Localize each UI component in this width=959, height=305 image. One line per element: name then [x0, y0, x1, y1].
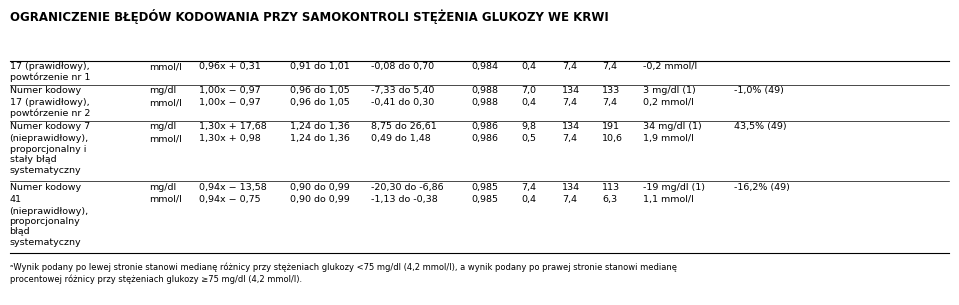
- Text: -16,2% (49): -16,2% (49): [734, 182, 789, 192]
- Text: 7,4: 7,4: [562, 99, 577, 107]
- Text: 1,9 mmol/l: 1,9 mmol/l: [643, 135, 693, 143]
- Text: 34 mg/dl (1): 34 mg/dl (1): [643, 123, 701, 131]
- Text: 43,5% (49): 43,5% (49): [734, 123, 786, 131]
- Text: 7,4: 7,4: [562, 63, 577, 71]
- Text: 0,4: 0,4: [522, 195, 537, 203]
- Text: 10,6: 10,6: [602, 135, 623, 143]
- Text: -0,2 mmol/l: -0,2 mmol/l: [643, 63, 696, 71]
- Text: Numer kodowy 7: Numer kodowy 7: [10, 123, 90, 131]
- Text: 0,96 do 1,05: 0,96 do 1,05: [290, 99, 349, 107]
- Text: 191: 191: [602, 123, 620, 131]
- Text: 1,30x + 17,68: 1,30x + 17,68: [199, 123, 267, 131]
- Text: Numer kodowy: Numer kodowy: [10, 86, 81, 95]
- Text: 0,985: 0,985: [472, 182, 499, 192]
- Text: 0,985: 0,985: [472, 195, 499, 203]
- Text: 7,4: 7,4: [602, 99, 618, 107]
- Text: 0,4: 0,4: [522, 63, 537, 71]
- Text: Numer kodowy: Numer kodowy: [10, 182, 81, 192]
- Text: -20,30 do -6,86: -20,30 do -6,86: [371, 182, 444, 192]
- Text: 7,4: 7,4: [522, 182, 537, 192]
- Text: OGRANICZENIE BŁĘDÓW KODOWANIA PRZY SAMOKONTROLI STĘŻENIA GLUKOZY WE KRWI: OGRANICZENIE BŁĘDÓW KODOWANIA PRZY SAMOK…: [10, 9, 608, 24]
- Text: 0,984: 0,984: [472, 63, 499, 71]
- Text: 1,1 mmol/l: 1,1 mmol/l: [643, 195, 693, 203]
- Text: 7,4: 7,4: [602, 63, 618, 71]
- Text: 1,30x + 0,98: 1,30x + 0,98: [199, 135, 260, 143]
- Text: (nieprawidłowy),
proporcjonalny
błąd
systematyczny: (nieprawidłowy), proporcjonalny błąd sys…: [10, 206, 89, 247]
- Text: mmol/l: mmol/l: [149, 195, 181, 203]
- Text: -7,33 do 5,40: -7,33 do 5,40: [371, 86, 434, 95]
- Text: 0,96 do 1,05: 0,96 do 1,05: [290, 86, 349, 95]
- Text: 0,49 do 1,48: 0,49 do 1,48: [371, 135, 431, 143]
- Text: 134: 134: [562, 86, 580, 95]
- Text: (nieprawidłowy),
proporcjonalny i
stały błąd
systematyczny: (nieprawidłowy), proporcjonalny i stały …: [10, 135, 89, 175]
- Text: 0,94x − 0,75: 0,94x − 0,75: [199, 195, 260, 203]
- Text: -1,0% (49): -1,0% (49): [734, 86, 784, 95]
- Text: 6,3: 6,3: [602, 195, 618, 203]
- Text: mg/dl: mg/dl: [149, 123, 175, 131]
- Text: 0,90 do 0,99: 0,90 do 0,99: [290, 195, 349, 203]
- Text: mg/dl: mg/dl: [149, 182, 175, 192]
- Text: 0,988: 0,988: [472, 86, 499, 95]
- Text: 17 (prawidłowy),
powtórzenie nr 1: 17 (prawidłowy), powtórzenie nr 1: [10, 63, 90, 82]
- Text: mmol/l: mmol/l: [149, 63, 181, 71]
- Text: 0,96x + 0,31: 0,96x + 0,31: [199, 63, 260, 71]
- Text: mmol/l: mmol/l: [149, 99, 181, 107]
- Text: -0,41 do 0,30: -0,41 do 0,30: [371, 99, 434, 107]
- Text: 134: 134: [562, 123, 580, 131]
- Text: -19 mg/dl (1): -19 mg/dl (1): [643, 182, 705, 192]
- Text: -0,08 do 0,70: -0,08 do 0,70: [371, 63, 434, 71]
- Text: 0,91 do 1,01: 0,91 do 1,01: [290, 63, 349, 71]
- Text: 7,4: 7,4: [562, 135, 577, 143]
- Text: 134: 134: [562, 182, 580, 192]
- Text: 0,988: 0,988: [472, 99, 499, 107]
- Text: mmol/l: mmol/l: [149, 135, 181, 143]
- Text: 8,75 do 26,61: 8,75 do 26,61: [371, 123, 437, 131]
- Text: 0,2 mmol/l: 0,2 mmol/l: [643, 99, 693, 107]
- Text: 1,00x − 0,97: 1,00x − 0,97: [199, 86, 260, 95]
- Text: 1,00x − 0,97: 1,00x − 0,97: [199, 99, 260, 107]
- Text: 7,4: 7,4: [562, 195, 577, 203]
- Text: 0,94x − 13,58: 0,94x − 13,58: [199, 182, 267, 192]
- Text: 0,986: 0,986: [472, 135, 499, 143]
- Text: -1,13 do -0,38: -1,13 do -0,38: [371, 195, 438, 203]
- Text: ᵃWynik podany po lewej stronie stanowi medianę różnicy przy stężeniach glukozy <: ᵃWynik podany po lewej stronie stanowi m…: [10, 262, 677, 284]
- Text: 3 mg/dl (1): 3 mg/dl (1): [643, 86, 695, 95]
- Text: mg/dl: mg/dl: [149, 86, 175, 95]
- Text: 17 (prawidłowy),
powtórzenie nr 2: 17 (prawidłowy), powtórzenie nr 2: [10, 99, 90, 118]
- Text: 1,24 do 1,36: 1,24 do 1,36: [290, 123, 349, 131]
- Text: 113: 113: [602, 182, 620, 192]
- Text: 133: 133: [602, 86, 620, 95]
- Text: 0,4: 0,4: [522, 99, 537, 107]
- Text: 41: 41: [10, 195, 22, 203]
- Text: 7,0: 7,0: [522, 86, 537, 95]
- Text: 1,24 do 1,36: 1,24 do 1,36: [290, 135, 349, 143]
- Text: 0,986: 0,986: [472, 123, 499, 131]
- Text: 0,90 do 0,99: 0,90 do 0,99: [290, 182, 349, 192]
- Text: 9,8: 9,8: [522, 123, 537, 131]
- Text: 0,5: 0,5: [522, 135, 537, 143]
